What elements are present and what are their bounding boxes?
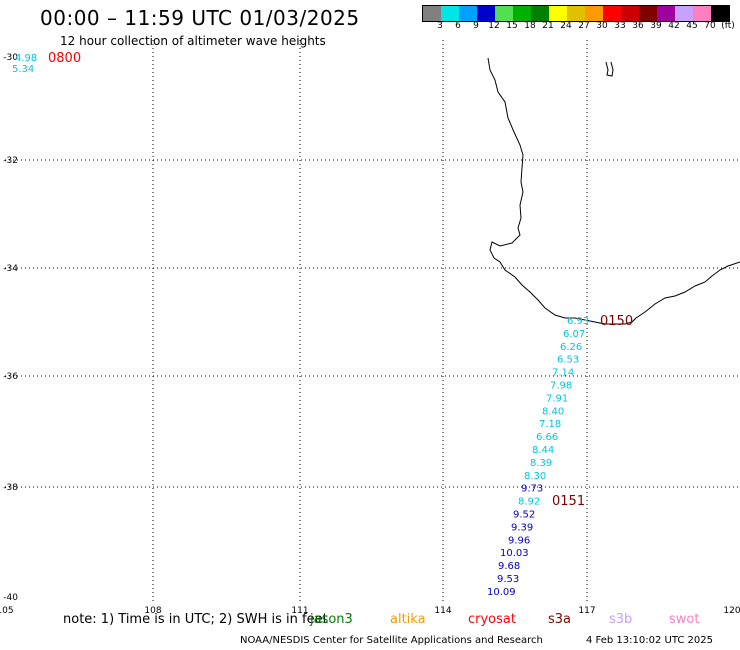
colorbar-swatch [639, 6, 657, 21]
colorbar-swatch [441, 6, 459, 21]
latitude-label: -40 [3, 593, 18, 603]
satellite-legend-item: altika [390, 612, 426, 627]
longitude-label: 120 [723, 606, 740, 616]
colorbar-swatch [603, 6, 621, 21]
colorbar-label: 33 [614, 21, 626, 31]
island-outline [605, 61, 614, 77]
wave-height-colorbar [422, 5, 730, 22]
longitude-label: 108 [144, 606, 161, 616]
australia-coastline [487, 57, 740, 325]
map-subtitle: 12 hour collection of altimeter wave hei… [60, 34, 326, 48]
colorbar-label: 6 [455, 21, 461, 31]
swh-value-label: 4.98 [15, 53, 37, 64]
colorbar-label: 21 [542, 21, 554, 31]
pass-time-label: 0150 [600, 314, 633, 329]
colorbar-label: 24 [560, 21, 572, 31]
colorbar-swatch [549, 6, 567, 21]
colorbar-swatch [459, 6, 477, 21]
colorbar-label: 27 [578, 21, 590, 31]
swh-value-label: 9.73 [521, 484, 543, 495]
colorbar-swatch [711, 6, 729, 21]
footer-note: note: 1) Time is in UTC; 2) SWH is in fe… [63, 612, 328, 627]
swh-value-label: 8.44 [532, 445, 554, 456]
colorbar-swatch [495, 6, 513, 21]
swh-value-label: 9.96 [508, 535, 530, 546]
pass-time-label: 0151 [552, 494, 585, 509]
credit-text: NOAA/NESDIS Center for Satellite Applica… [240, 635, 543, 646]
swh-value-label: 10.09 [487, 587, 516, 598]
longitude-label: 117 [578, 606, 595, 616]
colorbar-swatch [675, 6, 693, 21]
longitude-label: 105 [0, 606, 14, 616]
colorbar-label: 36 [632, 21, 644, 31]
swh-value-label: 6.93 [567, 316, 589, 327]
colorbar-label: 30 [596, 21, 608, 31]
satellite-legend-item: jason3 [310, 612, 353, 627]
colorbar-swatch [513, 6, 531, 21]
colorbar-swatch [567, 6, 585, 21]
colorbar-swatch [531, 6, 549, 21]
swh-value-label: 8.39 [530, 458, 552, 469]
colorbar-label: 39 [650, 21, 662, 31]
satellite-legend-item: cryosat [468, 612, 516, 627]
latitude-label: -32 [3, 156, 18, 166]
colorbar-label: 12 [488, 21, 500, 31]
colorbar-swatch [477, 6, 495, 21]
generation-timestamp: 4 Feb 13:10:02 UTC 2025 [586, 635, 713, 646]
swh-value-label: 6.66 [536, 432, 558, 443]
swh-value-label: 7.98 [550, 381, 572, 392]
latitude-label: -30 [3, 53, 18, 63]
latitude-label: -34 [3, 264, 18, 274]
map-title: 00:00 – 11:59 UTC 01/03/2025 [40, 6, 360, 30]
latitude-label: -38 [3, 483, 18, 493]
pass-time-label: 0800 [48, 51, 81, 66]
colorbar-swatch [585, 6, 603, 21]
swh-value-label: 7.91 [546, 393, 568, 404]
swh-value-label: 9.39 [511, 522, 533, 533]
colorbar-label: 42 [668, 21, 680, 31]
colorbar-labels: 3 6 9 12 15 18 21 24 27 30 33 36 39 42 45 70 (ft) [422, 21, 740, 33]
colorbar-label: 18 [524, 21, 536, 31]
swh-value-label: 9.68 [498, 561, 520, 572]
satellite-legend-item: swot [669, 612, 700, 627]
swh-value-label: 5.34 [12, 64, 34, 75]
swh-value-label: 8.40 [542, 406, 564, 417]
longitude-label: 114 [434, 606, 451, 616]
swh-value-label: 6.53 [557, 355, 579, 366]
swh-value-label: 6.07 [563, 329, 585, 340]
swh-value-label: 8.30 [524, 471, 546, 482]
colorbar-label: 15 [506, 21, 518, 31]
swh-value-label: 9.52 [513, 510, 535, 521]
colorbar-swatch [621, 6, 639, 21]
swh-value-label: 7.18 [539, 419, 561, 430]
colorbar-label: 9 [473, 21, 479, 31]
colorbar-label: 45 [686, 21, 698, 31]
colorbar-swatch [423, 6, 441, 21]
satellite-legend-item: s3b [609, 612, 633, 627]
colorbar-label: 70 [704, 21, 716, 31]
longitude-label: 111 [291, 606, 308, 616]
colorbar-label: 3 [437, 21, 443, 31]
colorbar-label: (ft) [721, 21, 735, 31]
satellite-legend-item: s3a [548, 612, 572, 627]
swh-value-label: 7.14 [552, 368, 574, 379]
colorbar-swatch [657, 6, 675, 21]
latitude-label: -36 [3, 372, 18, 382]
swh-value-label: 8.92 [518, 497, 540, 508]
swh-value-label: 9.53 [497, 574, 519, 585]
swh-value-label: 6.26 [560, 342, 582, 353]
colorbar-swatch [693, 6, 711, 21]
swh-value-label: 10.03 [500, 548, 529, 559]
